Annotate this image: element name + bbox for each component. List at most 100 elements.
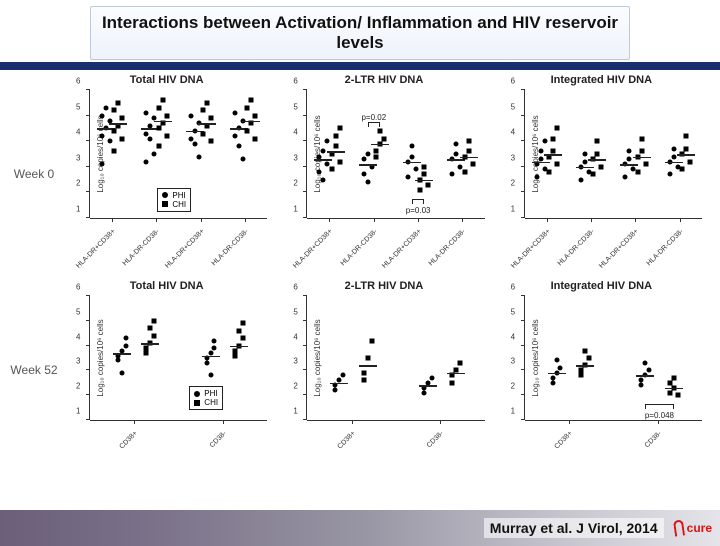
data-point xyxy=(152,152,157,157)
data-point xyxy=(429,375,434,380)
stat-bracket xyxy=(412,199,424,203)
median-line xyxy=(327,151,345,153)
data-point xyxy=(156,126,161,131)
x-tick-label: CD38+ xyxy=(336,430,356,450)
row-label-week52: Week 52 xyxy=(10,280,58,460)
data-point xyxy=(245,105,250,110)
data-point xyxy=(579,373,584,378)
median-line xyxy=(202,356,220,358)
data-point xyxy=(188,136,193,141)
data-point xyxy=(361,157,366,162)
x-tick-label: CD38- xyxy=(426,430,445,449)
data-point xyxy=(534,175,539,180)
x-tick-label: CD38- xyxy=(209,430,228,449)
data-point xyxy=(107,139,112,144)
y-axis-title: Log₁₀ copies/10⁶ cells xyxy=(96,319,105,396)
data-point xyxy=(647,368,652,373)
data-point xyxy=(413,167,418,172)
data-point xyxy=(374,154,379,159)
data-point xyxy=(233,111,238,116)
cure-logo: cure xyxy=(674,520,712,536)
legend: PHICHI xyxy=(157,188,191,212)
panel-r0c0: Total HIV DNA123456Log₁₀ copies/10⁶ cell… xyxy=(58,74,275,274)
data-point xyxy=(538,149,543,154)
plot-area: 123456Log₁₀ copies/10⁶ cellsCD38+CD38- xyxy=(307,296,484,420)
data-point xyxy=(554,358,559,363)
x-tick-label: HLA-DR+CD38+ xyxy=(599,228,641,270)
data-point xyxy=(112,128,117,133)
data-point xyxy=(554,126,559,131)
circle-icon xyxy=(194,391,200,397)
p-value: p=0.02 xyxy=(361,113,386,122)
median-line xyxy=(665,162,683,164)
median-line xyxy=(532,162,550,164)
data-point xyxy=(542,139,547,144)
data-point xyxy=(100,162,105,167)
median-line xyxy=(576,167,594,169)
data-point xyxy=(337,126,342,131)
p-value: p=0.048 xyxy=(645,411,674,420)
median-line xyxy=(665,388,683,390)
data-point xyxy=(643,360,648,365)
x-tick-label: HLA-DR-CD38- xyxy=(557,228,596,267)
plot-area: 123456Log₁₀ copies/10⁶ cellsCD38+CD38-p=… xyxy=(525,296,702,420)
panel-title: 2-LTR HIV DNA xyxy=(275,280,492,292)
data-point xyxy=(466,149,471,154)
data-point xyxy=(212,346,217,351)
data-point xyxy=(639,383,644,388)
median-line xyxy=(588,159,606,161)
data-point xyxy=(188,113,193,118)
p-value: p=0.03 xyxy=(406,206,431,215)
data-point xyxy=(361,370,366,375)
panel-title: 2-LTR HIV DNA xyxy=(275,74,492,86)
median-line xyxy=(330,383,348,385)
data-point xyxy=(233,353,238,358)
stat-bracket xyxy=(645,404,673,408)
median-line xyxy=(359,164,377,166)
data-point xyxy=(361,378,366,383)
data-point xyxy=(454,141,459,146)
data-point xyxy=(144,351,149,356)
panel-r1c2: Integrated HIV DNA123456Log₁₀ copies/10⁶… xyxy=(493,280,710,460)
data-point xyxy=(240,157,245,162)
footer-bar: Murray et al. J Virol, 2014 cure xyxy=(0,510,720,546)
citation: Murray et al. J Virol, 2014 xyxy=(484,518,664,538)
legend-label: PHI xyxy=(204,389,217,398)
data-point xyxy=(684,134,689,139)
data-point xyxy=(233,134,238,139)
median-line xyxy=(677,154,695,156)
square-icon xyxy=(194,400,200,406)
median-line xyxy=(403,162,421,164)
median-line xyxy=(154,121,172,123)
y-axis-title: Log₁₀ copies/10⁶ cells xyxy=(531,319,540,396)
data-point xyxy=(582,152,587,157)
data-point xyxy=(671,146,676,151)
plot-area: 123456Log₁₀ copies/10⁶ cellsHLA-DR+CD38+… xyxy=(525,90,702,218)
panel-r0c2: Integrated HIV DNA 123456Log₁₀ copies/10⁶… xyxy=(493,74,710,274)
x-tick-label: HLA-DR+CD38+ xyxy=(293,228,335,270)
panel-title: Total HIV DNA xyxy=(58,280,275,292)
data-point xyxy=(675,393,680,398)
x-tick-label: CD38- xyxy=(643,430,662,449)
data-point xyxy=(462,169,467,174)
square-icon xyxy=(162,201,168,207)
data-point xyxy=(204,360,209,365)
data-point xyxy=(321,177,326,182)
data-point xyxy=(148,326,153,331)
data-point xyxy=(406,175,411,180)
panel-title: Integrated HIV DNA xyxy=(493,74,710,86)
data-point xyxy=(627,149,632,154)
data-point xyxy=(450,380,455,385)
data-point xyxy=(599,164,604,169)
data-point xyxy=(123,343,128,348)
data-point xyxy=(208,116,213,121)
median-line xyxy=(415,180,433,182)
data-point xyxy=(547,169,552,174)
data-point xyxy=(586,356,591,361)
data-point xyxy=(160,98,165,103)
data-point xyxy=(201,108,206,113)
data-point xyxy=(667,172,672,177)
data-point xyxy=(196,154,201,159)
plot-area: 123456Log₁₀ copies/10⁶ cellsHLA-DR+CD38+… xyxy=(307,90,484,218)
data-point xyxy=(365,180,370,185)
